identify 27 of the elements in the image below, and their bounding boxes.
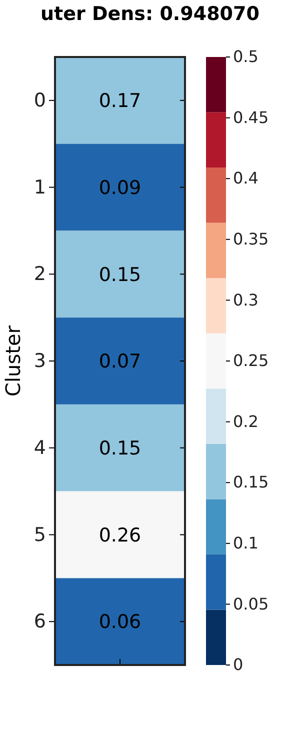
color-bar-label: 0.45 bbox=[233, 108, 269, 127]
data-label: 0.09 bbox=[98, 176, 142, 199]
color-bar-label: 0.1 bbox=[233, 534, 258, 553]
y-tick-label: 0 bbox=[34, 90, 46, 112]
data-label: 0.15 bbox=[98, 438, 142, 460]
data-label: 0.26 bbox=[98, 524, 142, 546]
chart-title: uter Dens: 0.948070 bbox=[40, 3, 260, 25]
y-axis-title: Cluster bbox=[1, 324, 25, 396]
color-bar-label: 0.25 bbox=[233, 351, 269, 370]
color-bar-label: 0.4 bbox=[233, 168, 258, 188]
y-tick-label: 6 bbox=[34, 610, 46, 633]
color-bar-label: 0.35 bbox=[233, 230, 269, 249]
color-bar-label: 0.2 bbox=[233, 412, 258, 431]
color-bar-label: 0 bbox=[233, 655, 244, 674]
data-label: 0.06 bbox=[98, 611, 142, 634]
y-tick-label: 4 bbox=[34, 436, 46, 459]
color-bar-label: 0.3 bbox=[233, 290, 258, 310]
data-label: 0.17 bbox=[98, 90, 142, 112]
data-label: 0.07 bbox=[98, 350, 142, 373]
y-tick-label: 2 bbox=[34, 263, 46, 286]
y-tick-label: 5 bbox=[34, 524, 46, 546]
color-bar-label: 0.5 bbox=[233, 47, 258, 66]
color-bar-label: 0.05 bbox=[233, 594, 269, 614]
y-tick-label: 1 bbox=[34, 176, 46, 198]
data-label: 0.15 bbox=[98, 264, 142, 286]
y-tick-label: 3 bbox=[34, 350, 46, 372]
color-bar-label: 0.15 bbox=[233, 472, 269, 492]
